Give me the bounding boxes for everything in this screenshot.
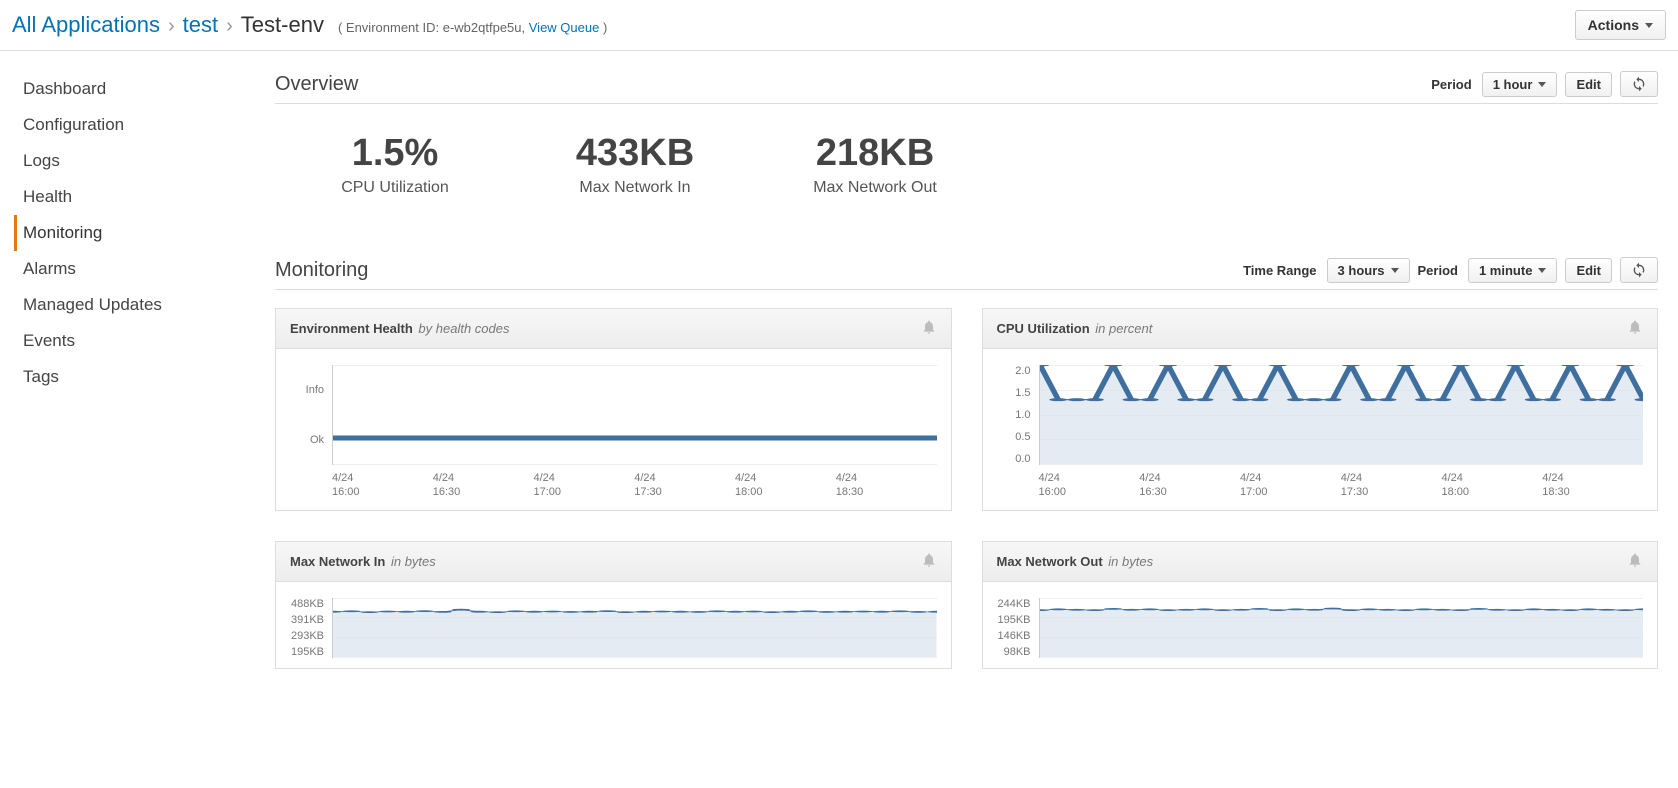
bell-icon bbox=[921, 319, 937, 335]
breadcrumb: All Applications › test › Test-env ( Env… bbox=[12, 12, 607, 38]
x-tick: 4/2417:00 bbox=[534, 471, 635, 500]
x-tick: 4/2416:30 bbox=[433, 471, 534, 500]
y-tick: 195KB bbox=[291, 646, 324, 658]
caret-down-icon bbox=[1391, 268, 1399, 273]
chart-environment-health: Environment Health by health codes Info Ok… bbox=[275, 308, 952, 511]
monitoring-period-label: Period bbox=[1418, 263, 1458, 278]
breadcrumb-env: Test-env bbox=[241, 12, 324, 38]
chart-title: CPU Utilization in percent bbox=[997, 321, 1153, 336]
alarm-bell-button[interactable] bbox=[921, 319, 937, 338]
alarm-bell-button[interactable] bbox=[1627, 552, 1643, 571]
x-tick: 4/2417:30 bbox=[634, 471, 735, 500]
metric-max-network-out: 218KB Max Network Out bbox=[775, 132, 975, 197]
time-range-select[interactable]: 3 hours bbox=[1327, 258, 1410, 283]
x-tick: 4/2416:00 bbox=[1039, 471, 1140, 500]
sidebar-item-dashboard[interactable]: Dashboard bbox=[14, 71, 255, 107]
alarm-bell-button[interactable] bbox=[921, 552, 937, 571]
sidebar-item-monitoring[interactable]: Monitoring bbox=[14, 215, 255, 251]
sidebar-item-alarms[interactable]: Alarms bbox=[14, 251, 255, 287]
metric-max-network-in: 433KB Max Network In bbox=[535, 132, 735, 197]
breadcrumb-app[interactable]: test bbox=[183, 12, 218, 38]
overview-edit-button[interactable]: Edit bbox=[1565, 72, 1612, 97]
bell-icon bbox=[921, 552, 937, 568]
x-tick: 4/2418:00 bbox=[735, 471, 836, 500]
overview-refresh-button[interactable] bbox=[1620, 71, 1658, 97]
refresh-icon bbox=[1631, 76, 1647, 92]
bell-icon bbox=[1627, 552, 1643, 568]
metric-cpu-utilization: 1.5% CPU Utilization bbox=[295, 132, 495, 197]
overview-period-select[interactable]: 1 hour bbox=[1482, 72, 1558, 97]
caret-down-icon bbox=[1645, 23, 1653, 28]
metric-value: 433KB bbox=[535, 132, 735, 175]
sidebar-item-tags[interactable]: Tags bbox=[14, 359, 255, 395]
chart-cpu-utilization: CPU Utilization in percent 2.0 1.5 1.0 0.5 0.… bbox=[982, 308, 1659, 511]
bell-icon bbox=[1627, 319, 1643, 335]
overview-title: Overview bbox=[275, 73, 358, 96]
view-queue-link[interactable]: View Queue bbox=[529, 20, 600, 35]
y-tick: Info bbox=[306, 384, 324, 396]
x-tick: 4/2416:00 bbox=[332, 471, 433, 500]
sidebar-item-events[interactable]: Events bbox=[14, 323, 255, 359]
y-tick: 391KB bbox=[291, 614, 324, 626]
breadcrumb-root[interactable]: All Applications bbox=[12, 12, 160, 38]
env-id-label: ( Environment ID: e-wb2qtfpe5u, View Que… bbox=[338, 20, 607, 35]
chart-max-network-out: Max Network Out in bytes 244KB 195KB 146KB 9… bbox=[982, 541, 1659, 669]
metric-label: CPU Utilization bbox=[295, 179, 495, 197]
x-tick: 4/2418:30 bbox=[1542, 471, 1643, 500]
y-tick: 0.5 bbox=[1015, 431, 1030, 443]
caret-down-icon bbox=[1538, 82, 1546, 87]
x-tick: 4/2418:00 bbox=[1442, 471, 1543, 500]
actions-button[interactable]: Actions bbox=[1575, 10, 1666, 40]
y-tick: 195KB bbox=[997, 614, 1030, 626]
sidebar-item-health[interactable]: Health bbox=[14, 179, 255, 215]
alarm-bell-button[interactable] bbox=[1627, 319, 1643, 338]
period-label: Period bbox=[1431, 77, 1471, 92]
y-tick: 0.0 bbox=[1015, 453, 1030, 465]
sidebar-item-managed-updates[interactable]: Managed Updates bbox=[14, 287, 255, 323]
breadcrumb-sep: › bbox=[168, 15, 175, 38]
metric-label: Max Network Out bbox=[775, 179, 975, 197]
refresh-icon bbox=[1631, 262, 1647, 278]
metric-value: 1.5% bbox=[295, 132, 495, 175]
monitoring-title: Monitoring bbox=[275, 259, 368, 282]
time-range-label: Time Range bbox=[1243, 263, 1316, 278]
y-tick: 2.0 bbox=[1015, 365, 1030, 377]
monitoring-edit-button[interactable]: Edit bbox=[1565, 258, 1612, 283]
x-tick: 4/2418:30 bbox=[836, 471, 937, 500]
metric-label: Max Network In bbox=[535, 179, 735, 197]
chart-title: Max Network In in bytes bbox=[290, 554, 436, 569]
x-tick: 4/2417:30 bbox=[1341, 471, 1442, 500]
sidebar-item-configuration[interactable]: Configuration bbox=[14, 107, 255, 143]
monitoring-refresh-button[interactable] bbox=[1620, 257, 1658, 283]
caret-down-icon bbox=[1538, 268, 1546, 273]
metric-value: 218KB bbox=[775, 132, 975, 175]
x-tick: 4/2417:00 bbox=[1240, 471, 1341, 500]
breadcrumb-sep: › bbox=[226, 15, 233, 38]
y-tick: 146KB bbox=[997, 630, 1030, 642]
y-tick: 98KB bbox=[1004, 646, 1031, 658]
chart-title: Max Network Out in bytes bbox=[997, 554, 1154, 569]
sidebar-item-logs[interactable]: Logs bbox=[14, 143, 255, 179]
y-tick: 1.0 bbox=[1015, 409, 1030, 421]
x-tick: 4/2416:30 bbox=[1139, 471, 1240, 500]
sidebar: DashboardConfigurationLogsHealthMonitori… bbox=[0, 51, 255, 669]
chart-title: Environment Health by health codes bbox=[290, 321, 510, 336]
health-series bbox=[333, 436, 937, 441]
y-tick: 293KB bbox=[291, 630, 324, 642]
y-tick: 488KB bbox=[291, 598, 324, 610]
chart-max-network-in: Max Network In in bytes 488KB 391KB 293KB 19… bbox=[275, 541, 952, 669]
y-tick: 244KB bbox=[997, 598, 1030, 610]
y-tick: 1.5 bbox=[1015, 387, 1030, 399]
monitoring-period-select[interactable]: 1 minute bbox=[1468, 258, 1557, 283]
y-tick: Ok bbox=[310, 434, 324, 446]
